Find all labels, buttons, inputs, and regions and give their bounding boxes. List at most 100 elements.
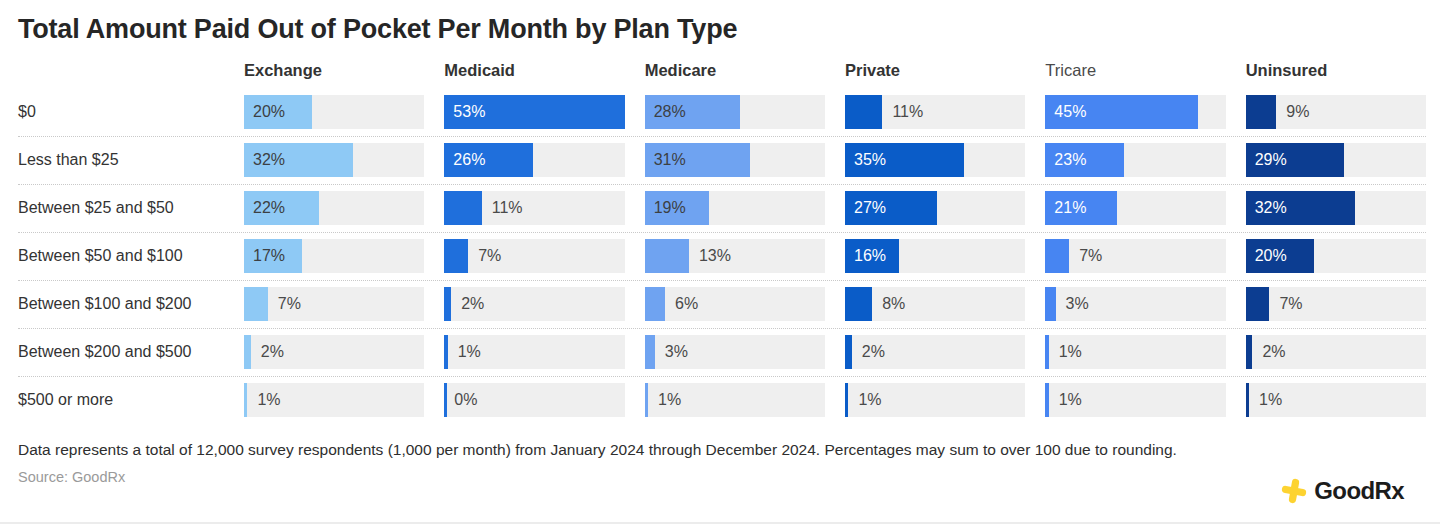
table-row: Less than $25 32% 26% 31% 35% 23% 29% <box>18 136 1426 184</box>
bar-value-label: 35% <box>854 143 886 177</box>
bar-track: 26% <box>444 143 624 177</box>
bar-track: 1% <box>645 383 825 417</box>
bar-track: 2% <box>244 335 424 369</box>
bar-value-label: 2% <box>461 287 484 321</box>
page-title: Total Amount Paid Out of Pocket Per Mont… <box>18 14 1426 45</box>
column-header-exchange: Exchange <box>244 61 424 80</box>
bar-track: 3% <box>1045 287 1225 321</box>
bar-value-label: 27% <box>854 191 886 225</box>
bar-value-label: 1% <box>858 383 881 417</box>
bar-value-label: 2% <box>1262 335 1285 369</box>
bar <box>645 239 689 273</box>
bar-value-label: 1% <box>1059 383 1082 417</box>
bar <box>1045 239 1069 273</box>
bar-track: 29% <box>1246 143 1426 177</box>
bar-track: 0% <box>444 383 624 417</box>
bar-track: 32% <box>1246 191 1426 225</box>
footnote: Data represents a total of 12,000 survey… <box>18 439 1256 462</box>
bar-track: 7% <box>244 287 424 321</box>
bar-track: 16% <box>845 239 1025 273</box>
bar-track: 27% <box>845 191 1025 225</box>
bar <box>645 383 648 417</box>
table-row: Between $50 and $100 17% 7% 13% 16% 7% 20% <box>18 232 1426 280</box>
bar <box>1246 383 1249 417</box>
bar-value-label: 53% <box>453 95 485 129</box>
bar-value-label: 11% <box>892 95 923 129</box>
bar-track: 31% <box>645 143 825 177</box>
row-label: Less than $25 <box>18 151 224 169</box>
column-header-row: ExchangeMedicaidMedicarePrivateTricareUn… <box>18 61 1426 80</box>
bar-track: 8% <box>845 287 1025 321</box>
bar-value-label: 3% <box>1066 287 1089 321</box>
bar-value-label: 13% <box>699 239 731 273</box>
bar-track: 1% <box>1045 335 1225 369</box>
bar-track: 13% <box>645 239 825 273</box>
bar <box>1246 335 1253 369</box>
table-row: $020%53%28%11%45%9% <box>18 89 1426 136</box>
bar-track: 11% <box>845 95 1025 129</box>
bar <box>645 335 655 369</box>
bar <box>444 191 481 225</box>
bar-value-label: 29% <box>1255 143 1287 177</box>
bar-track: 23% <box>1045 143 1225 177</box>
bar <box>1045 287 1055 321</box>
bar <box>845 383 848 417</box>
goodrx-logo: GoodRx <box>1279 476 1404 506</box>
bar-track: 7% <box>1045 239 1225 273</box>
bar-track: 1% <box>244 383 424 417</box>
bar-track: 53% <box>444 95 624 129</box>
footer: Data represents a total of 12,000 survey… <box>18 439 1426 485</box>
bar <box>845 335 852 369</box>
bar-track: 2% <box>845 335 1025 369</box>
bar-track: 6% <box>645 287 825 321</box>
row-label: $0 <box>18 103 224 121</box>
bar-track: 11% <box>444 191 624 225</box>
bar-value-label: 1% <box>458 335 481 369</box>
bar-track: 20% <box>244 95 424 129</box>
bar <box>244 287 268 321</box>
row-label: Between $25 and $50 <box>18 199 224 217</box>
bar-track: 7% <box>444 239 624 273</box>
bar-track: 1% <box>444 335 624 369</box>
table-row: Between $25 and $50 22% 11% 19% 27% 21% 32% <box>18 184 1426 232</box>
bar <box>444 335 447 369</box>
bar-value-label: 17% <box>253 239 285 273</box>
bar <box>1246 95 1277 129</box>
bar <box>1045 335 1048 369</box>
bar-value-label: 31% <box>654 143 686 177</box>
bar-value-label: 6% <box>675 287 698 321</box>
bar-value-label: 7% <box>278 287 301 321</box>
bar-value-label: 32% <box>1255 191 1287 225</box>
bar-chart: $020%53%28%11%45%9%Less than $2532%26%31… <box>18 89 1426 424</box>
source-credit: Source: GoodRx <box>18 469 1426 485</box>
bar-track: 19% <box>645 191 825 225</box>
bar-value-label: 11% <box>492 191 523 225</box>
bar-track: 28% <box>645 95 825 129</box>
bar-value-label: 32% <box>253 143 285 177</box>
table-row: Between $100 and $2007%2%6%8%3%7% <box>18 280 1426 328</box>
bar <box>845 95 882 129</box>
bar-value-label: 2% <box>862 335 885 369</box>
bar-value-label: 1% <box>658 383 681 417</box>
bar-track: 3% <box>645 335 825 369</box>
column-header-uninsured: Uninsured <box>1246 61 1426 80</box>
bar <box>444 383 447 417</box>
bar-value-label: 21% <box>1054 191 1086 225</box>
bar-value-label: 20% <box>1255 239 1287 273</box>
bar-track: 35% <box>845 143 1025 177</box>
bar-value-label: 19% <box>654 191 686 225</box>
bar-value-label: 26% <box>453 143 485 177</box>
bar-value-label: 16% <box>854 239 886 273</box>
bar-track: 20% <box>1246 239 1426 273</box>
row-label: $500 or more <box>18 391 224 409</box>
bar-value-label: 3% <box>665 335 688 369</box>
bar-value-label: 7% <box>1279 287 1302 321</box>
row-label: Between $200 and $500 <box>18 343 224 361</box>
infographic: Total Amount Paid Out of Pocket Per Mont… <box>0 0 1440 485</box>
row-label: Between $50 and $100 <box>18 247 224 265</box>
logo-wordmark: GoodRx <box>1314 477 1404 505</box>
bar <box>444 239 468 273</box>
bar-track: 22% <box>244 191 424 225</box>
bar-track: 32% <box>244 143 424 177</box>
bar-value-label: 7% <box>1079 239 1102 273</box>
